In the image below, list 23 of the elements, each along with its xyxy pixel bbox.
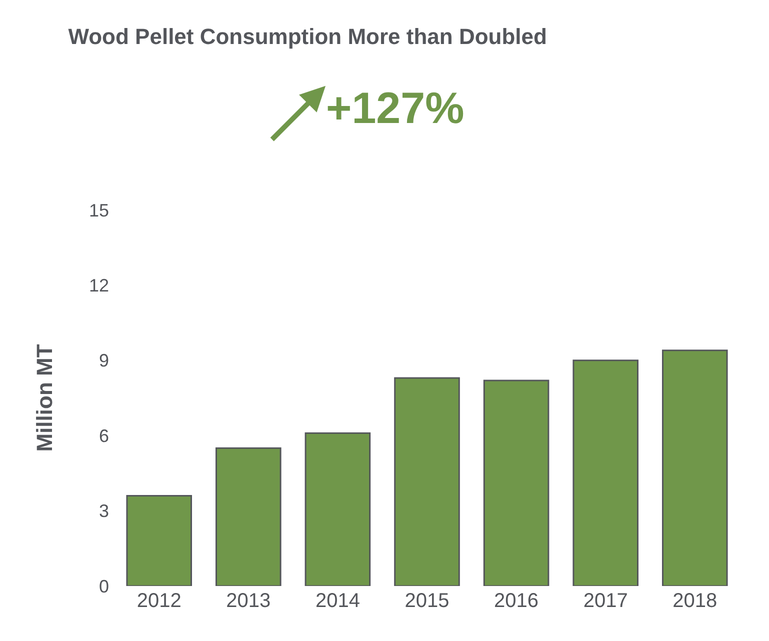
- y-tick-label: 15: [88, 200, 109, 220]
- x-tick-label: 2014: [315, 590, 360, 612]
- y-tick-label: 12: [88, 276, 109, 296]
- x-tick-label: 2015: [404, 590, 450, 612]
- y-tick-label: 9: [98, 350, 109, 371]
- y-axis-title: Million MT: [32, 344, 57, 452]
- x-tick-label: 2012: [136, 590, 182, 612]
- bar: [216, 447, 282, 586]
- y-tick-label: 0: [98, 576, 109, 596]
- bar: [304, 432, 371, 586]
- bar: [662, 350, 728, 586]
- y-tick-label: 3: [98, 501, 109, 522]
- bar: [126, 495, 192, 586]
- x-tick-label: 2016: [494, 590, 539, 612]
- chart-title: Wood Pellet Consumption More than Doubled: [68, 24, 547, 50]
- x-tick-label: 2013: [226, 590, 271, 612]
- x-tick-label: 2018: [672, 590, 718, 612]
- bar: [572, 360, 638, 586]
- x-tick-label: 2017: [583, 590, 628, 612]
- y-tick-label: 6: [98, 426, 109, 446]
- bar: [394, 377, 460, 586]
- bar: [483, 380, 550, 586]
- chart-subtitle: +127%: [326, 84, 464, 133]
